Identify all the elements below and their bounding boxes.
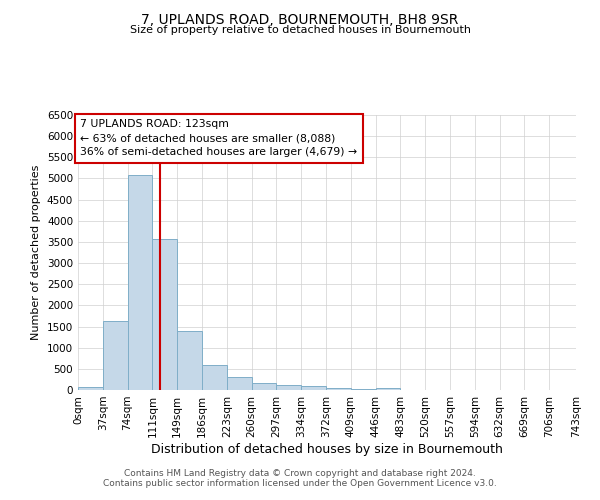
Bar [227, 378, 251, 390]
Bar [376, 388, 400, 390]
Bar [277, 384, 301, 390]
Bar [326, 388, 351, 390]
Bar [177, 331, 202, 390]
Bar [251, 384, 277, 390]
Bar [78, 387, 103, 390]
Bar [301, 386, 326, 390]
Bar [152, 239, 177, 390]
Text: 7 UPLANDS ROAD: 123sqm
← 63% of detached houses are smaller (8,088)
36% of semi-: 7 UPLANDS ROAD: 123sqm ← 63% of detached… [80, 119, 358, 157]
Bar [128, 176, 152, 390]
Text: Size of property relative to detached houses in Bournemouth: Size of property relative to detached ho… [130, 25, 470, 35]
Text: Contains public sector information licensed under the Open Government Licence v3: Contains public sector information licen… [103, 478, 497, 488]
Bar [202, 364, 227, 390]
Y-axis label: Number of detached properties: Number of detached properties [31, 165, 41, 340]
Text: 7, UPLANDS ROAD, BOURNEMOUTH, BH8 9SR: 7, UPLANDS ROAD, BOURNEMOUTH, BH8 9SR [142, 12, 458, 26]
Text: Distribution of detached houses by size in Bournemouth: Distribution of detached houses by size … [151, 442, 503, 456]
Bar [103, 322, 128, 390]
Bar [351, 389, 376, 390]
Text: Contains HM Land Registry data © Crown copyright and database right 2024.: Contains HM Land Registry data © Crown c… [124, 468, 476, 477]
